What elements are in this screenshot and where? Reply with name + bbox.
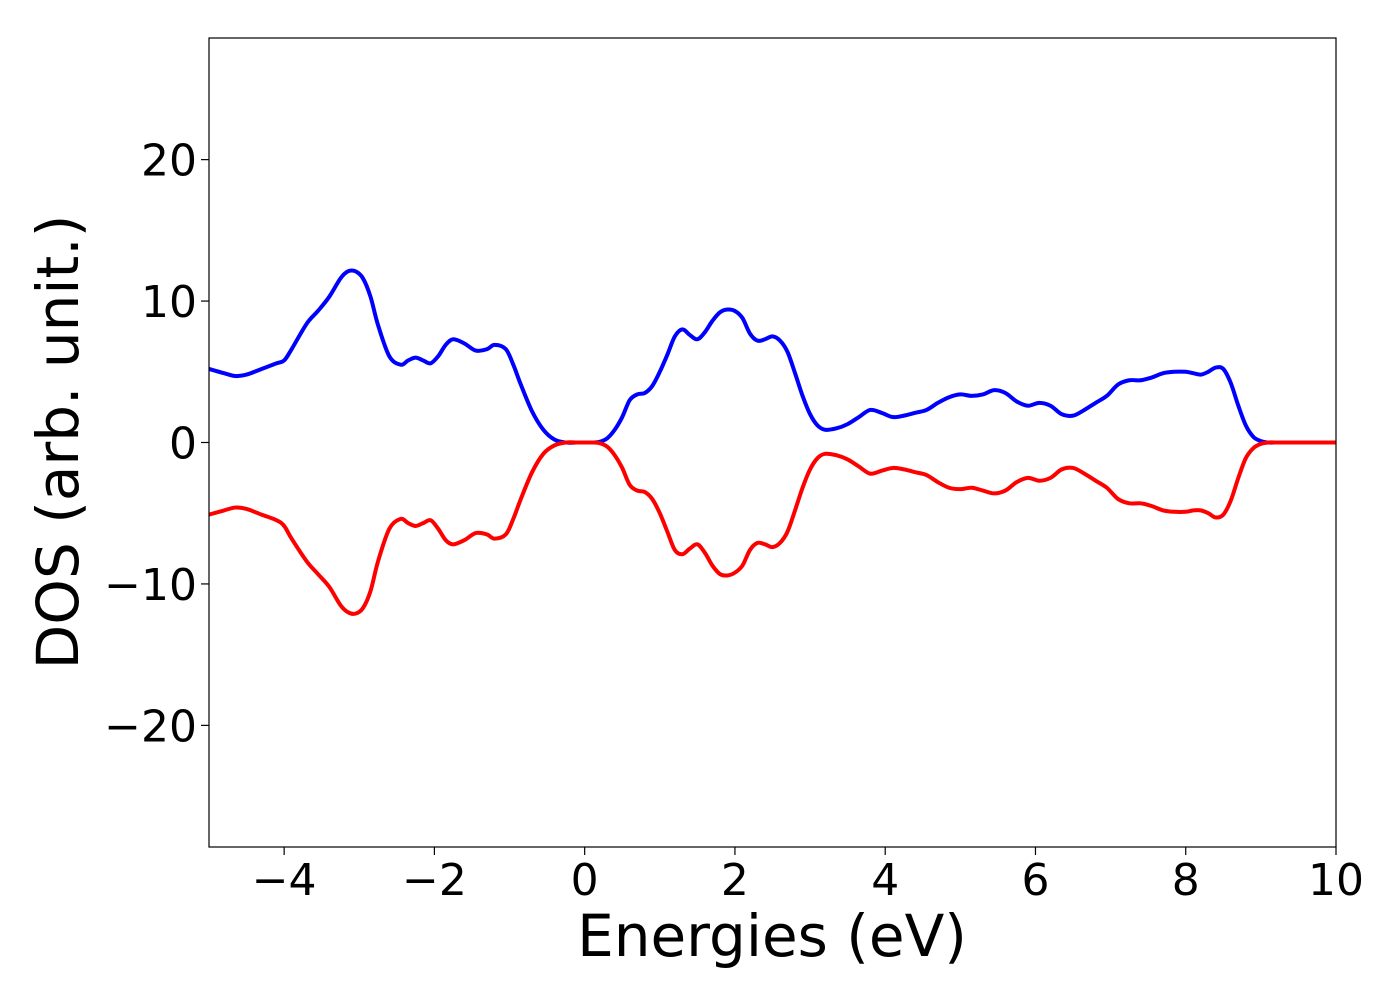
x-tick-label: 0 bbox=[571, 855, 599, 906]
x-tick-label: 6 bbox=[1021, 855, 1049, 906]
plot-background bbox=[209, 38, 1336, 847]
x-tick-label: 4 bbox=[871, 855, 899, 906]
y-tick-label: −10 bbox=[104, 560, 197, 611]
series-line-1 bbox=[208, 440, 1336, 616]
x-tick-label: 8 bbox=[1172, 855, 1200, 906]
series-layer bbox=[208, 268, 1336, 616]
plot-frame bbox=[208, 37, 1337, 848]
x-tick-label: 2 bbox=[721, 855, 749, 906]
x-tick-label: 10 bbox=[1308, 855, 1364, 906]
y-axis-label: DOS (arb. unit.) bbox=[24, 215, 92, 670]
y-tick-label: 0 bbox=[169, 419, 197, 470]
x-axis-label: Energies (eV) bbox=[577, 902, 967, 970]
series-line-0 bbox=[208, 268, 1336, 445]
y-tick-label: −20 bbox=[104, 701, 197, 752]
x-tick-label: −4 bbox=[252, 855, 317, 906]
x-tick-label: −2 bbox=[402, 855, 467, 906]
y-tick-label: 20 bbox=[141, 136, 197, 187]
y-tick-label: 10 bbox=[141, 277, 197, 328]
